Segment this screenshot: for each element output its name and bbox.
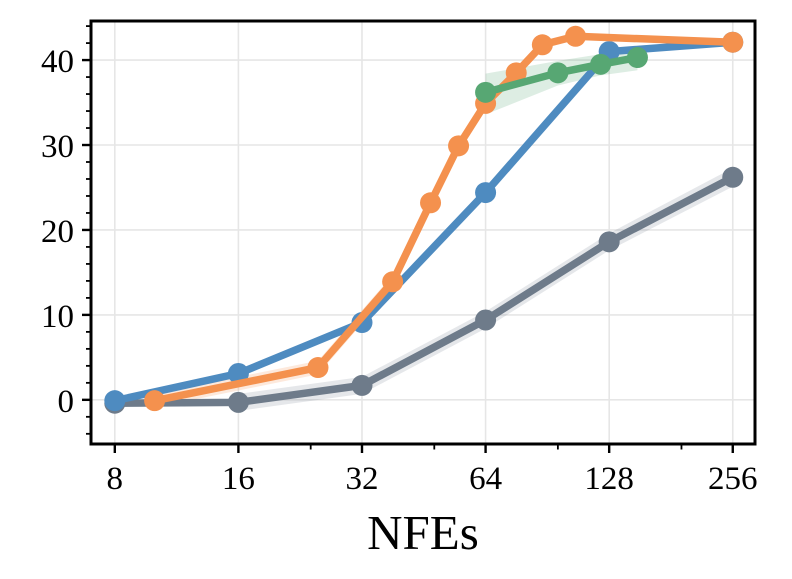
y-tick-label-40: 40 [41, 44, 74, 80]
series-orange-line [150, 32, 737, 405]
series-green-point [590, 53, 612, 75]
series-blue-point [227, 363, 249, 384]
series-orange-point [382, 271, 404, 293]
y-tick-label-10: 10 [41, 299, 74, 335]
series-gray-point [598, 231, 620, 253]
series-blue-point [104, 390, 126, 412]
y-tick-label-20: 20 [41, 214, 74, 250]
series-orange-point [565, 25, 587, 47]
y-tick-label-30: 30 [41, 129, 74, 165]
tick-layer [82, 25, 734, 453]
series-orange-point [307, 357, 329, 379]
series-green [475, 47, 648, 103]
series-green-point [547, 62, 569, 84]
series-orange-point [144, 390, 166, 412]
y-tick-label-0: 0 [58, 384, 75, 420]
series-orange-point [505, 62, 527, 84]
series-green-line [481, 53, 642, 97]
tick-labels: 8 16 32 64 128 256 0 10 20 30 40 [41, 44, 758, 497]
x-tick-label-256: 256 [708, 461, 758, 497]
series-gray-point [351, 374, 373, 396]
series-orange-point [531, 34, 553, 56]
series-gray-line [111, 173, 737, 407]
series-gray-point [475, 309, 497, 331]
plot-border [89, 19, 757, 446]
series-gray-point [722, 166, 744, 188]
series-blue-line [111, 38, 737, 405]
series-orange-point [722, 31, 744, 53]
series-orange-point [420, 192, 442, 214]
x-axis-label: NFEs [367, 505, 479, 560]
series-green-point [626, 47, 648, 69]
x-tick-label-32: 32 [345, 461, 378, 497]
series-green-point [475, 81, 497, 103]
x-tick-label-8: 8 [107, 461, 124, 497]
x-tick-label-128: 128 [584, 461, 634, 497]
series-layer [104, 25, 744, 414]
series-gray-point [227, 391, 249, 413]
series-blue-point [475, 182, 497, 204]
series-gray [104, 166, 744, 414]
x-tick-label-64: 64 [469, 461, 502, 497]
series-orange-point [448, 135, 470, 157]
confidence-bands [154, 46, 733, 411]
x-tick-label-16: 16 [222, 461, 255, 497]
